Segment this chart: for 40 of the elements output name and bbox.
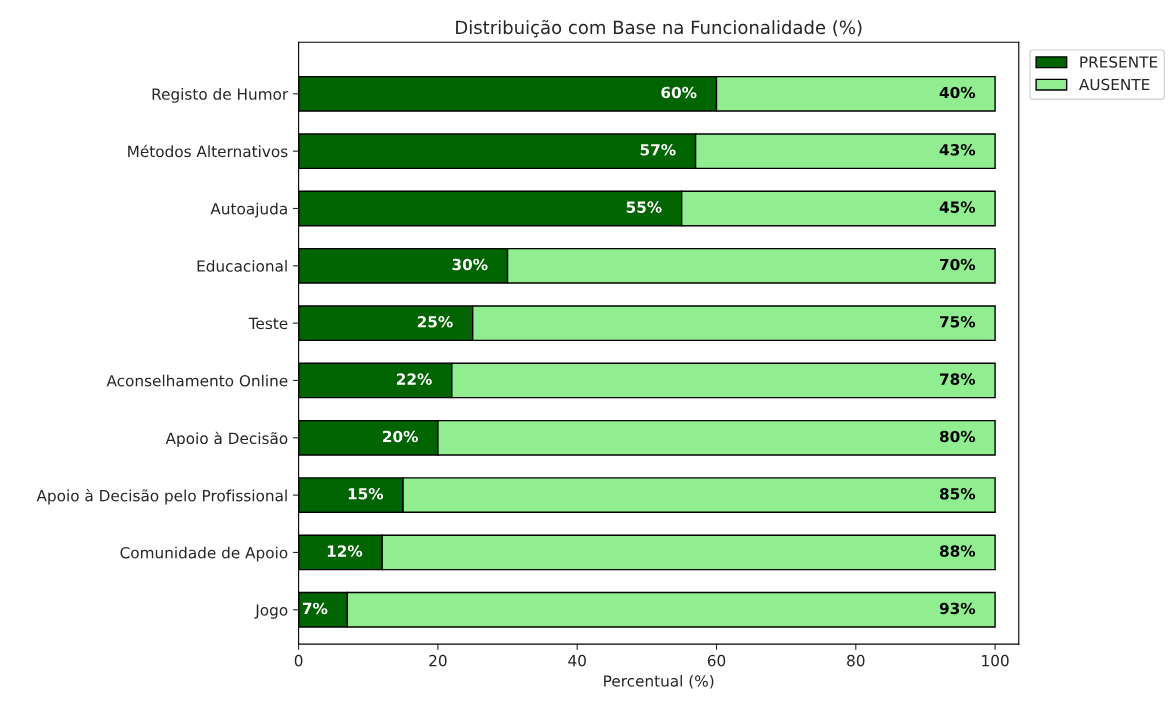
data-label: 78% <box>940 373 976 385</box>
y-tick-label: Registo de Humor <box>152 88 289 103</box>
y-tick-label: Apoio à Decisão <box>165 431 288 448</box>
data-label: 75% <box>940 316 976 328</box>
chart-title: Distribuição com Base na Funcionalidade (%) <box>456 19 862 38</box>
x-tick-label: 80 <box>847 654 865 667</box>
x-tick-label: 40 <box>568 654 586 667</box>
data-label: 85% <box>939 487 976 500</box>
data-label: 93% <box>939 602 976 615</box>
x-tick-label: 60 <box>707 654 726 667</box>
legend-label: PRESENTE <box>1080 56 1158 68</box>
y-tick-label: Jogo <box>254 604 288 619</box>
data-label: 60% <box>661 86 697 99</box>
y-tick-label: Autoajuda <box>210 202 287 218</box>
y-tick-label: Apoio à Decisão pelo Profissional <box>36 489 287 505</box>
x-tick-label: 100 <box>982 654 1009 667</box>
data-label: 55% <box>626 201 662 213</box>
data-label: 88% <box>939 545 976 557</box>
y-tick-label: Educacional <box>197 260 287 272</box>
y-tick-label: Métodos Alternativos <box>128 144 288 158</box>
data-label: 70% <box>940 258 976 271</box>
data-label: 45% <box>939 201 976 213</box>
y-tick-label: Teste <box>248 317 288 330</box>
legend-label: AUSENTE <box>1079 78 1150 91</box>
data-label: 57% <box>640 144 676 156</box>
data-label: 80% <box>939 430 976 443</box>
data-label: 25% <box>417 316 453 328</box>
data-label: 7% <box>302 602 328 615</box>
data-label: 30% <box>452 258 488 271</box>
data-label: 20% <box>383 430 418 443</box>
data-label: 12% <box>327 545 363 557</box>
y-tick-label: Comunidade de Apoio <box>120 546 288 562</box>
x-axis-title: Percentual (%) <box>604 674 714 689</box>
data-label: 15% <box>348 487 384 500</box>
x-tick-label: 0 <box>294 654 303 667</box>
data-label: 40% <box>939 86 976 99</box>
data-label: 43% <box>939 144 976 156</box>
x-tick-label: 20 <box>429 654 447 667</box>
y-tick-label: Aconselhamento Online <box>106 374 288 387</box>
data-label: 22% <box>396 373 432 385</box>
